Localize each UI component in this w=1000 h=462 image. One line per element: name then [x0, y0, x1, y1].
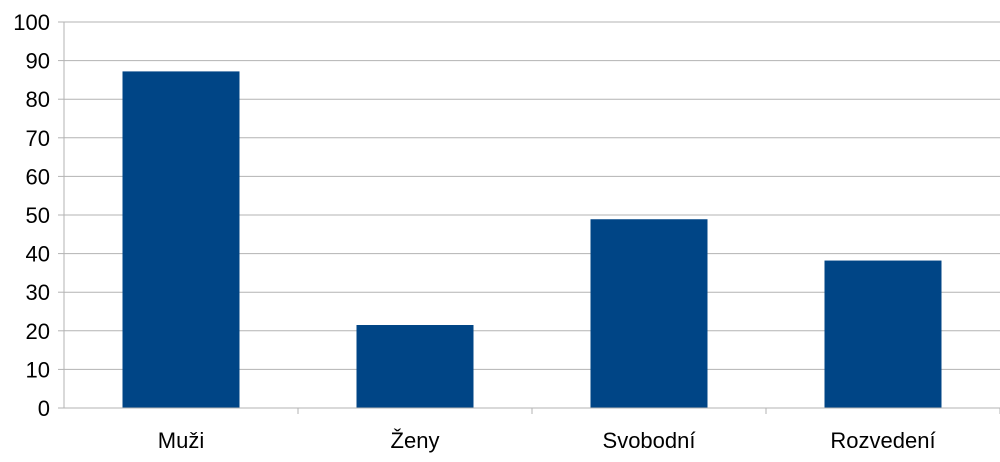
- bar-3: [824, 260, 942, 408]
- bar-0: [122, 71, 240, 409]
- y-tick-label: 70: [26, 126, 50, 151]
- y-tick-labels: 0 10 20 30 40 50 60 70 80 90 100: [13, 10, 50, 421]
- x-category-labels: Muži Ženy Svobodní Rozvedení: [158, 428, 936, 453]
- x-category-label: Ženy: [391, 428, 440, 453]
- y-tick-label: 10: [26, 357, 50, 382]
- y-tick-label: 30: [26, 280, 50, 305]
- axes: [58, 21, 1000, 414]
- y-tick-label: 100: [13, 10, 50, 35]
- x-category-label: Muži: [158, 428, 204, 453]
- bar-1: [356, 325, 474, 408]
- bar-2: [590, 219, 708, 408]
- x-category-label: Rozvedení: [830, 428, 935, 453]
- x-category-label: Svobodní: [603, 428, 696, 453]
- y-tick-label: 90: [26, 49, 50, 74]
- y-tick-label: 40: [26, 242, 50, 267]
- y-tick-label: 50: [26, 203, 50, 228]
- y-tick-label: 20: [26, 319, 50, 344]
- y-tick-label: 80: [26, 87, 50, 112]
- y-tick-label: 0: [38, 396, 50, 421]
- bars: [122, 71, 942, 409]
- y-tick-label: 60: [26, 164, 50, 189]
